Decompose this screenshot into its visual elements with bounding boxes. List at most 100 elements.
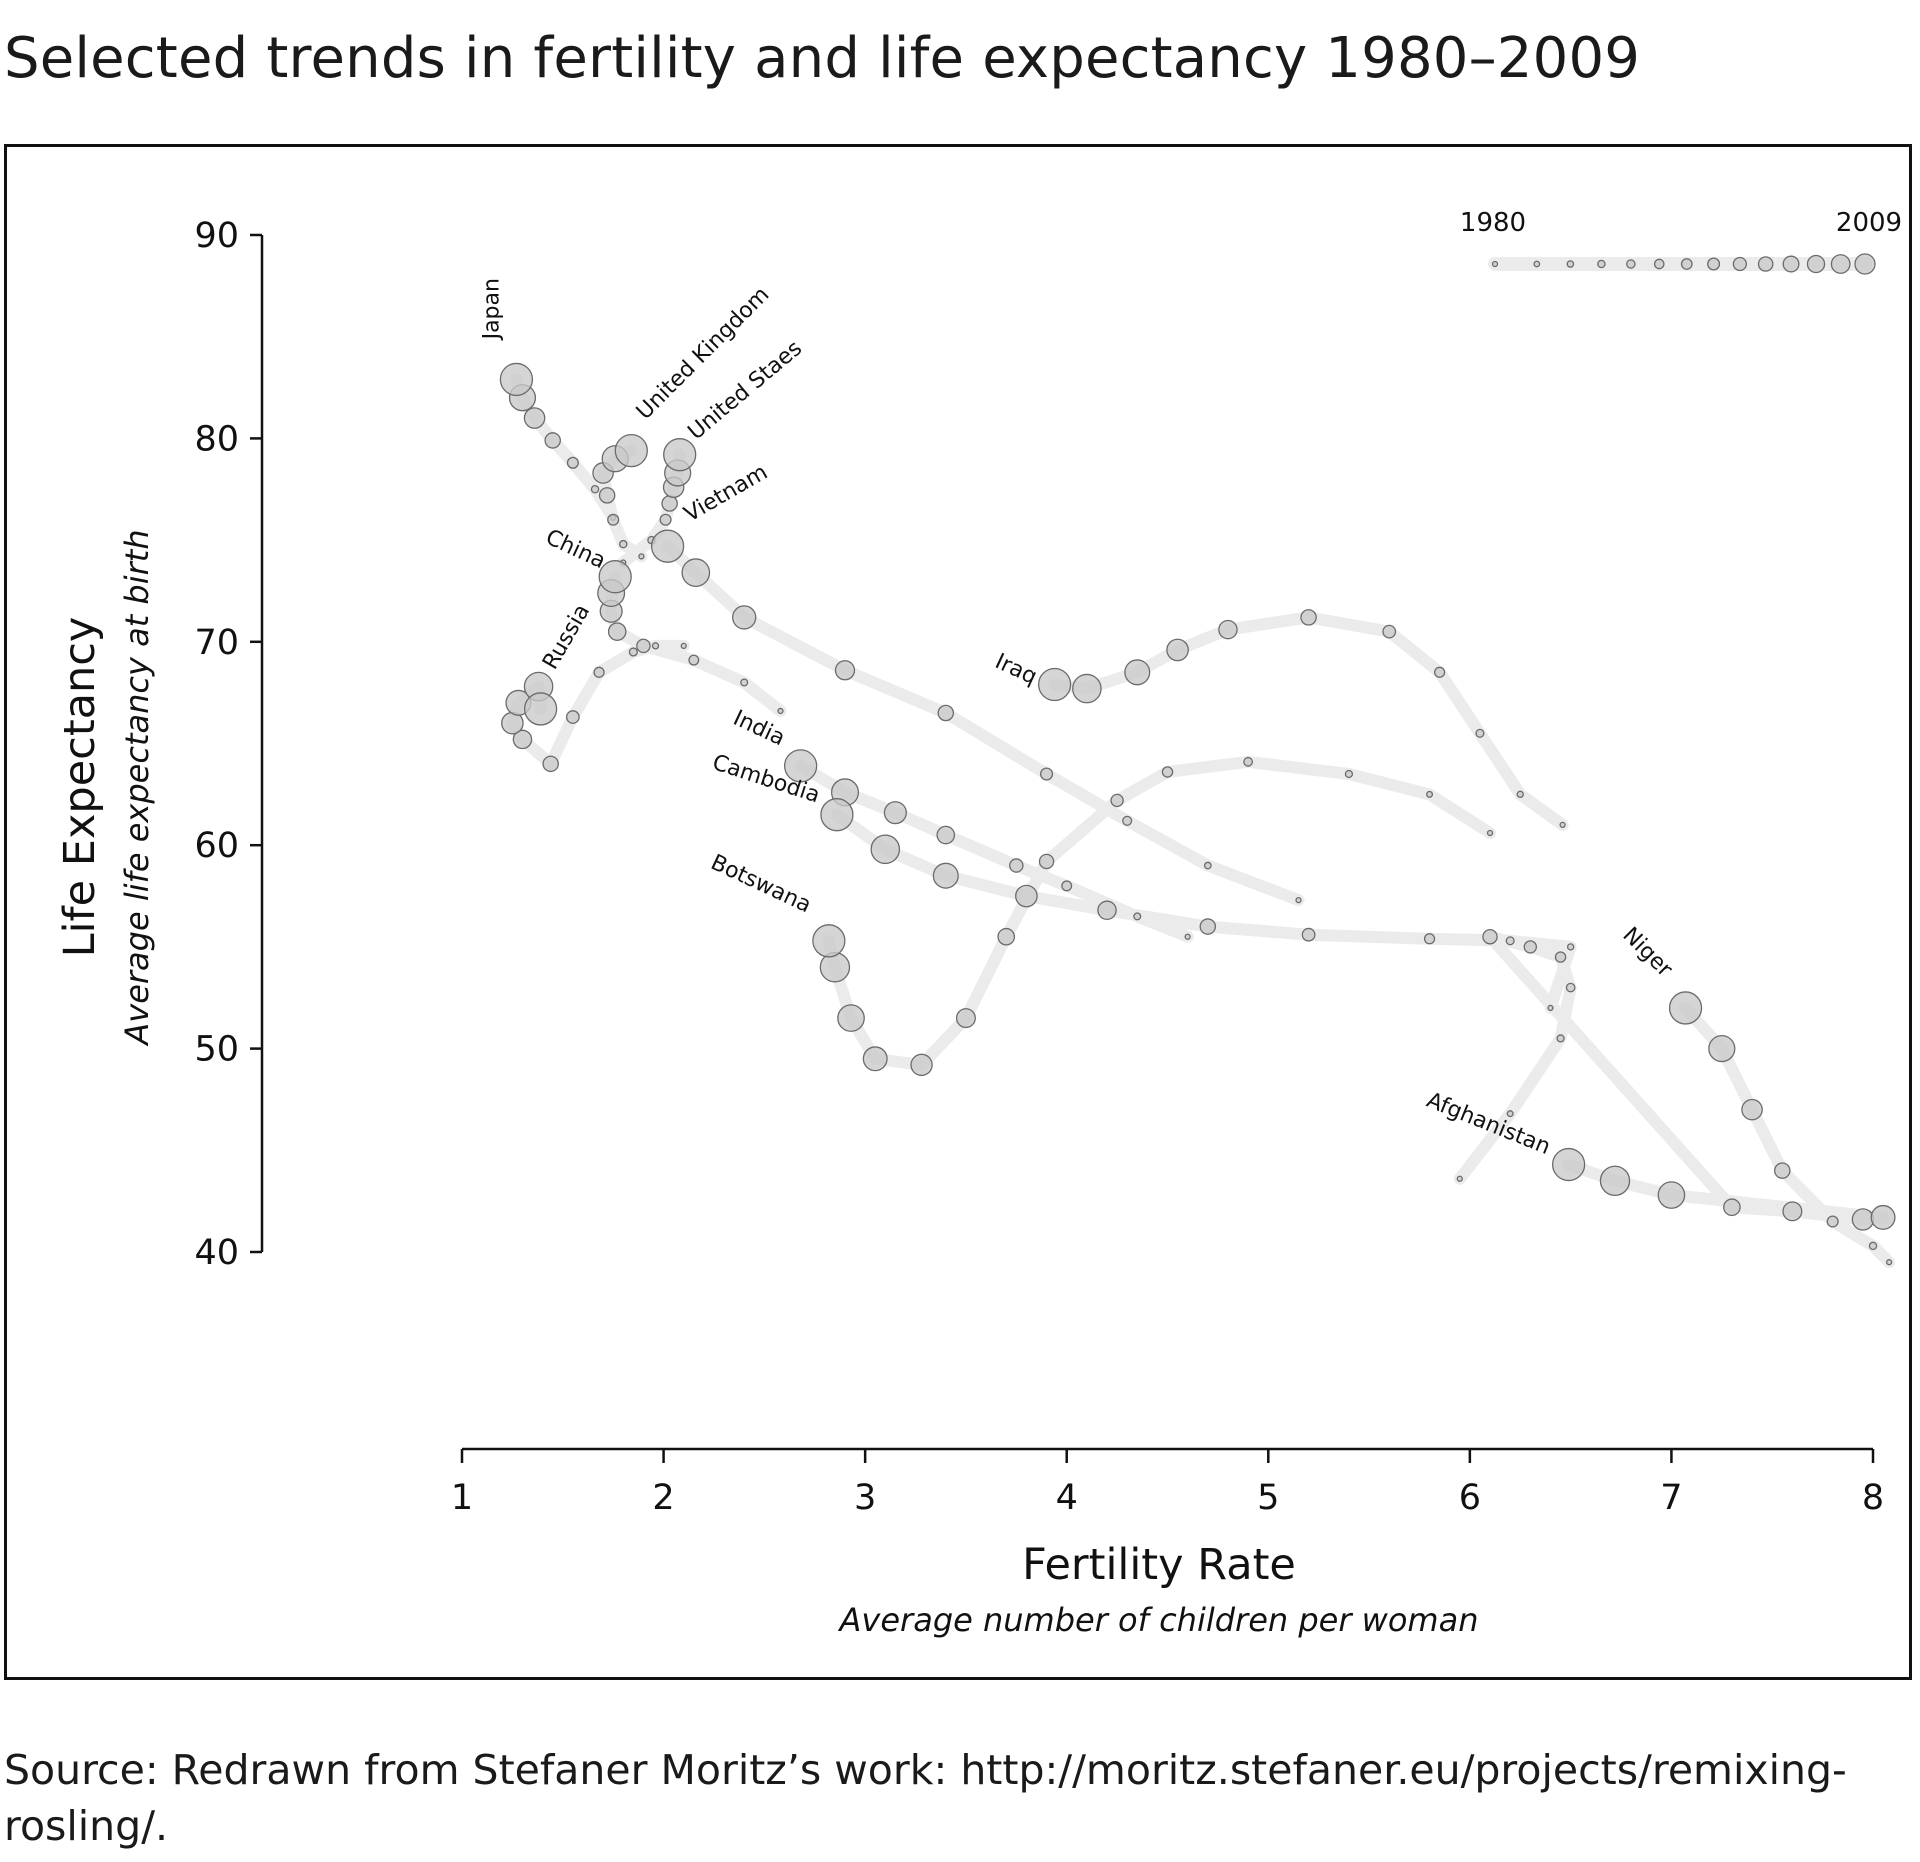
bubble-india: [783, 749, 818, 783]
legend-bubble: [1533, 260, 1541, 268]
bubble-united-kingdom: [638, 553, 645, 560]
bubble-iraq: [1037, 667, 1072, 702]
bubble-china: [598, 560, 632, 594]
bubble-afghanistan: [1599, 1165, 1631, 1197]
x-tick-label: 4: [1056, 1478, 1078, 1518]
bubble-united-kingdom: [614, 433, 648, 468]
legend-bubble: [1491, 260, 1499, 268]
bubble-japan: [523, 407, 546, 429]
bubble-vietnam: [1122, 815, 1133, 826]
legend-bubble: [1830, 254, 1851, 274]
bubble-botswana: [819, 952, 851, 983]
legend-bubble: [1680, 258, 1693, 270]
label-niger: Niger: [1617, 923, 1677, 983]
bubble-botswana: [1161, 766, 1174, 778]
bubble-japan: [544, 432, 561, 449]
bubble-iraq: [1475, 728, 1485, 738]
bubble-botswana: [910, 1053, 933, 1077]
bubble-niger: [1741, 1098, 1763, 1121]
bubble-russia: [680, 642, 687, 650]
bubble-cambodia: [1199, 918, 1217, 935]
bubble-botswana: [837, 1004, 865, 1032]
bubble-india: [1133, 912, 1142, 921]
bubble-niger: [1885, 1259, 1893, 1266]
bubble-united-staes: [661, 495, 678, 512]
x-axis-title: Fertility Rate: [1022, 1540, 1296, 1590]
bubble-vietnam: [1039, 767, 1054, 781]
bubble-india: [1009, 858, 1024, 873]
label-japan: Japan: [479, 278, 504, 341]
bubble-iraq: [1382, 624, 1397, 639]
bubble-russia: [512, 729, 533, 750]
bubble-vietnam: [732, 605, 757, 630]
y-tick-label: 80: [194, 419, 239, 459]
bubble-afghanistan: [1551, 1147, 1586, 1182]
y-tick-label: 70: [194, 623, 239, 663]
scatter-chart: 1980 2009 40 50 60 70 80 90 1 2 3 4 5 6 7 8 Japan Unite…: [55, 208, 1902, 1639]
bubble-russia: [523, 692, 558, 726]
legend-bubble: [1782, 255, 1800, 273]
bubble-japan: [499, 362, 534, 397]
bubble-india: [1061, 880, 1073, 892]
bubble-vietnam: [681, 558, 711, 587]
label-russia: Russia: [538, 600, 595, 674]
bubble-afghanistan: [1851, 1208, 1875, 1231]
bubble-iraq: [1072, 673, 1102, 704]
bubble-united-kingdom: [598, 487, 616, 504]
bubble-cambodia: [1566, 943, 1575, 951]
legend-start-label: 1980: [1460, 208, 1526, 238]
bubble-cambodia: [1097, 900, 1117, 921]
x-tick-label: 2: [652, 1478, 674, 1518]
legend-bubble: [1597, 259, 1606, 269]
bubble-china: [740, 678, 749, 687]
legend-bubble: [1854, 253, 1876, 275]
bubble-russia: [628, 647, 638, 657]
bubble-botswana: [955, 1008, 976, 1029]
bubble-vietnam: [1203, 861, 1212, 870]
bubble-china: [607, 622, 627, 641]
bubble-cambodia: [820, 798, 854, 832]
bubble-india: [883, 801, 907, 825]
bubble-afghanistan: [1523, 940, 1538, 954]
bubble-cambodia: [1547, 1004, 1554, 1012]
bubble-niger: [1774, 1162, 1791, 1179]
bubble-afghanistan: [1657, 1181, 1686, 1209]
x-axis-subtitle: Average number of children per woman: [838, 1601, 1479, 1639]
bubble-china: [777, 707, 784, 715]
bubble-botswana: [997, 927, 1016, 946]
bubble-iraq: [1218, 619, 1238, 640]
bubble-afghanistan: [1482, 929, 1498, 945]
bubble-cambodia: [932, 862, 959, 889]
bubble-russia: [542, 755, 559, 773]
bubble-united-kingdom: [619, 539, 628, 549]
bubble-afghanistan: [1554, 951, 1567, 963]
bubble-iraq: [1166, 638, 1189, 662]
bubble-united-kingdom: [607, 513, 620, 526]
trail-afghanistan: [1453, 930, 1890, 1226]
bubble-vietnam: [834, 660, 856, 681]
chart-axes: 40 50 60 70 80 90 1 2 3 4 5 6 7 8: [194, 216, 1884, 1518]
bubble-vietnam: [937, 704, 955, 722]
x-tick-label: 3: [854, 1478, 876, 1518]
bubble-china: [636, 638, 651, 654]
label-united-kingdom: United Kingdom: [632, 282, 775, 425]
x-tick-label: 6: [1459, 1478, 1481, 1518]
legend-bubble: [1732, 256, 1748, 272]
bubble-cambodia: [1015, 884, 1038, 908]
x-tick-label: 8: [1862, 1478, 1884, 1518]
bubble-india: [1184, 933, 1191, 940]
bubble-cambodia: [870, 834, 901, 865]
bubble-botswana: [1344, 769, 1354, 779]
legend-bubble: [1707, 257, 1721, 271]
chart-legend: 1980 2009: [1460, 208, 1902, 275]
label-china: China: [542, 525, 610, 574]
legend-bubble: [1653, 258, 1665, 270]
bubble-japan: [590, 485, 600, 494]
bubble-botswana: [812, 924, 846, 958]
y-tick-label: 50: [194, 1030, 239, 1070]
bubble-cambodia: [1423, 933, 1436, 945]
bubble-niger: [1826, 1215, 1839, 1228]
label-botswana: Botswana: [707, 850, 815, 918]
y-tick-label: 60: [194, 826, 239, 866]
